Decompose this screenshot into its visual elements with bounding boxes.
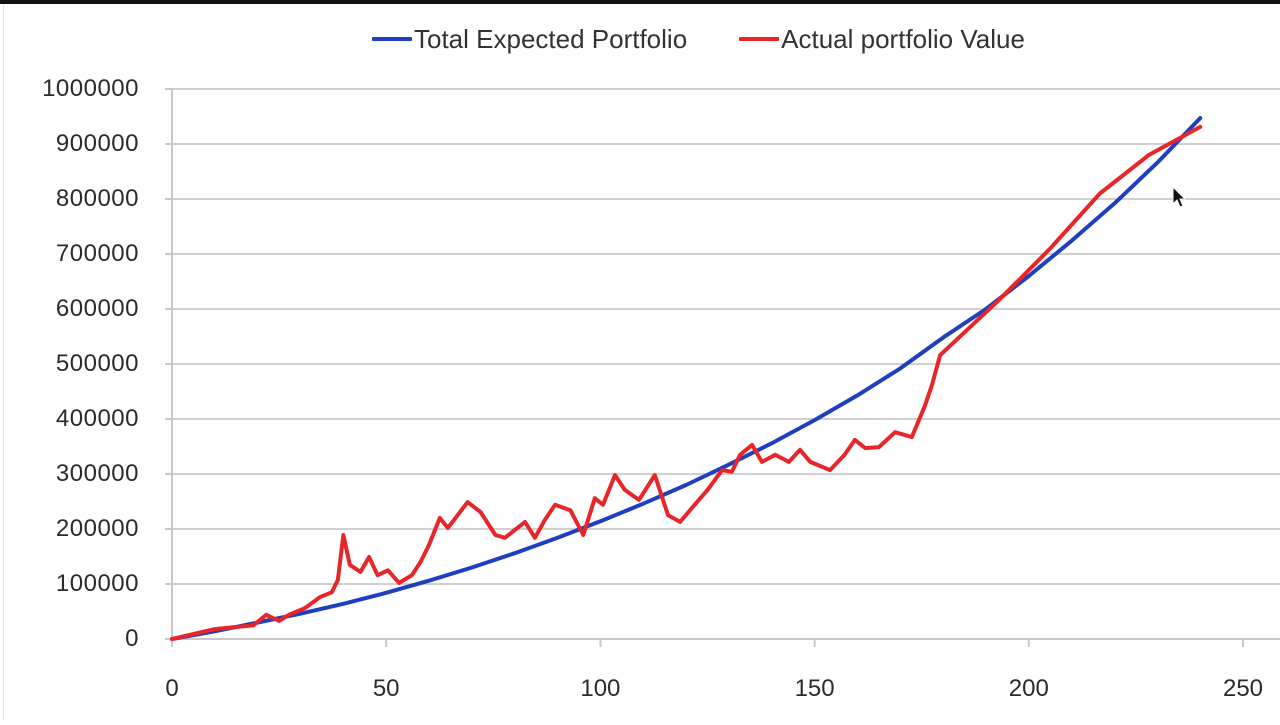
x-tick-label: 200 [1008, 675, 1049, 702]
gridlines [172, 88, 1280, 585]
x-tick-label: 150 [794, 675, 835, 702]
top-border [0, 0, 1280, 4]
y-tick-label: 900000 [55, 130, 139, 157]
x-tick-label: 0 [165, 675, 179, 702]
x-tick-label: 100 [580, 675, 621, 702]
x-tick-label: 50 [372, 675, 400, 702]
legend: Total Expected Portfolio Actual portfoli… [372, 22, 1025, 56]
y-tick-label: 1000000 [42, 75, 139, 102]
y-tick-label: 800000 [55, 185, 139, 212]
y-tick-label: 700000 [55, 240, 139, 267]
legend-swatch-blue-icon [372, 37, 412, 41]
y-tick-label: 100000 [55, 570, 139, 597]
mouse-pointer-icon [1172, 186, 1187, 208]
legend-item-expected: Total Expected Portfolio [372, 24, 687, 55]
legend-label-actual: Actual portfolio Value [781, 23, 1025, 54]
series-lines [170, 116, 1203, 641]
y-tick-label: 600000 [55, 295, 139, 322]
axes [165, 88, 1280, 647]
y-tick-label: 400000 [55, 405, 139, 432]
legend-swatch-red-icon [739, 37, 780, 41]
y-tick-label: 0 [125, 625, 139, 652]
left-border [3, 4, 4, 720]
x-tick-label: 250 [1222, 675, 1264, 702]
legend-label-expected: Total Expected Portfolio [414, 23, 688, 54]
y-tick-label: 500000 [55, 350, 139, 377]
actual-portfolio-line [170, 124, 1203, 641]
expected-portfolio-line [170, 116, 1203, 641]
y-tick-label: 300000 [55, 460, 139, 487]
legend-item-actual: Actual portfolio Value [739, 24, 1025, 55]
y-tick-label: 200000 [55, 515, 139, 542]
